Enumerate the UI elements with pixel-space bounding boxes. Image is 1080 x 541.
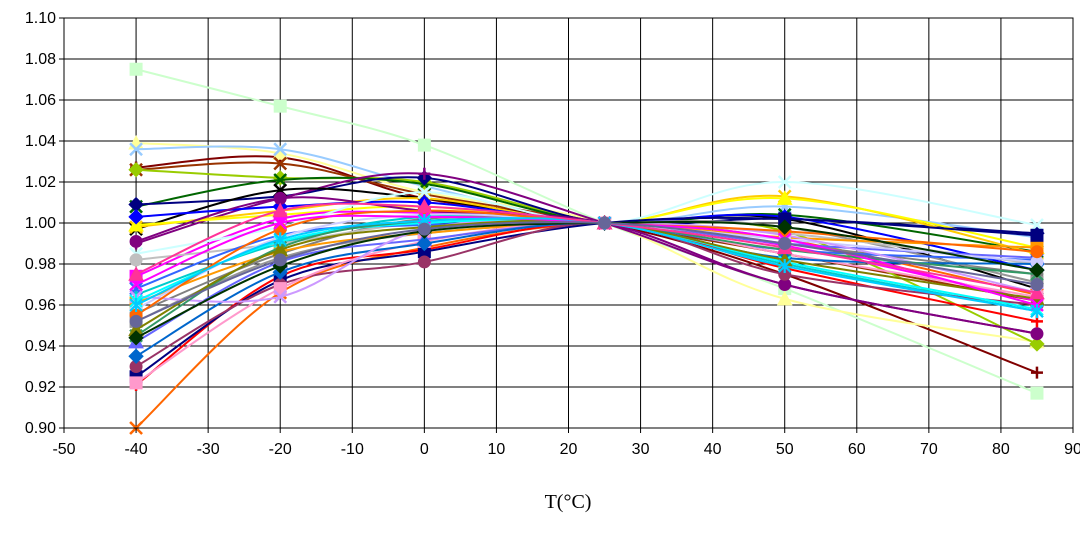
data-point	[1030, 366, 1043, 379]
data-point	[129, 376, 143, 390]
y-tick-label: 0.90	[25, 420, 56, 437]
data-point	[273, 253, 287, 267]
y-tick-label: 0.98	[25, 256, 56, 273]
data-point	[418, 167, 431, 180]
data-point	[417, 222, 431, 236]
x-tick-label: 10	[488, 441, 506, 458]
data-point	[273, 282, 287, 296]
data-point	[777, 175, 792, 189]
data-point	[273, 289, 288, 304]
data-point	[416, 235, 433, 252]
data-point	[128, 266, 144, 281]
data-point	[129, 314, 143, 328]
x-tick-label: -10	[341, 441, 364, 458]
y-tick-label: 1.04	[25, 133, 56, 150]
series	[129, 216, 1044, 328]
y-tick-label: 1.00	[25, 215, 56, 232]
data-point	[416, 198, 433, 214]
data-point	[417, 138, 431, 152]
data-point	[128, 330, 144, 346]
series	[129, 62, 1044, 400]
x-tick-label: -40	[125, 441, 148, 458]
series-line	[135, 221, 1037, 358]
data-point	[273, 156, 288, 171]
data-point	[776, 190, 793, 205]
data-point	[1030, 245, 1044, 259]
x-tick-labels: -50 -40 -30 -20 -10 0 10 20 30 40 50 60 70 80 90	[52, 441, 1080, 458]
y-tick-label: 0.94	[25, 338, 56, 355]
y-tick-label: 0.92	[25, 379, 56, 396]
series-line	[135, 219, 1038, 331]
x-tick-label: -30	[197, 441, 220, 458]
series-line	[135, 202, 1038, 294]
plot-frame	[63, 17, 1074, 429]
series-line	[135, 220, 1038, 339]
x-axis-label: T(°C)	[545, 491, 592, 513]
data-point	[1030, 386, 1044, 400]
data-point	[129, 62, 143, 76]
data-point	[1029, 262, 1045, 278]
series-line	[135, 221, 1038, 323]
x-tick-label: 90	[1064, 441, 1080, 458]
data-point	[1030, 304, 1044, 319]
data-point	[777, 219, 793, 235]
data-point	[273, 191, 287, 205]
data-point	[598, 216, 612, 230]
x-tick-label: -50	[52, 441, 75, 458]
series-line	[135, 221, 1038, 386]
data-point	[128, 209, 144, 225]
data-point	[273, 173, 288, 187]
series-group	[128, 62, 1045, 435]
data-point	[777, 259, 792, 274]
data-point	[1030, 228, 1044, 242]
data-point	[273, 99, 287, 113]
data-point	[417, 255, 431, 269]
data-point	[129, 142, 143, 157]
series-line	[135, 221, 1038, 368]
y-tick-label: 0.96	[25, 297, 56, 314]
data-point	[128, 161, 144, 178]
x-tick-label: 50	[776, 441, 794, 458]
series-line	[135, 221, 1038, 384]
data-point	[1030, 327, 1044, 341]
data-point	[417, 185, 432, 200]
data-point	[129, 253, 143, 267]
axes	[59, 17, 1074, 433]
y-tick-labels: 0.90 0.92 0.94 0.96 0.98 1.00 1.02 1.04 1.06 1.08…	[25, 10, 56, 437]
data-point	[778, 237, 792, 250]
y-tick-label: 1.02	[25, 174, 56, 191]
y-tick-label: 1.06	[25, 92, 56, 109]
data-point	[129, 234, 143, 248]
data-point	[273, 216, 288, 230]
data-point	[1030, 278, 1044, 291]
x-tick-label: 20	[560, 441, 578, 458]
data-point	[1029, 284, 1045, 300]
data-point	[273, 232, 287, 247]
data-point	[129, 298, 143, 312]
data-point	[273, 142, 288, 157]
x-tick-label: 80	[992, 441, 1010, 458]
x-tick-label: 70	[920, 441, 938, 458]
data-point	[776, 290, 793, 306]
x-tick-label: 0	[420, 441, 429, 458]
x-tick-label: 40	[704, 441, 722, 458]
y-tick-label: 1.08	[25, 51, 56, 68]
x-tick-label: 60	[848, 441, 866, 458]
x-tick-label: -20	[269, 441, 292, 458]
x-tick-label: 30	[632, 441, 650, 458]
y-tick-label: 1.10	[25, 10, 56, 27]
data-point	[1029, 336, 1045, 352]
data-point	[272, 202, 289, 218]
series-line	[135, 217, 1038, 313]
data-point	[128, 348, 144, 364]
